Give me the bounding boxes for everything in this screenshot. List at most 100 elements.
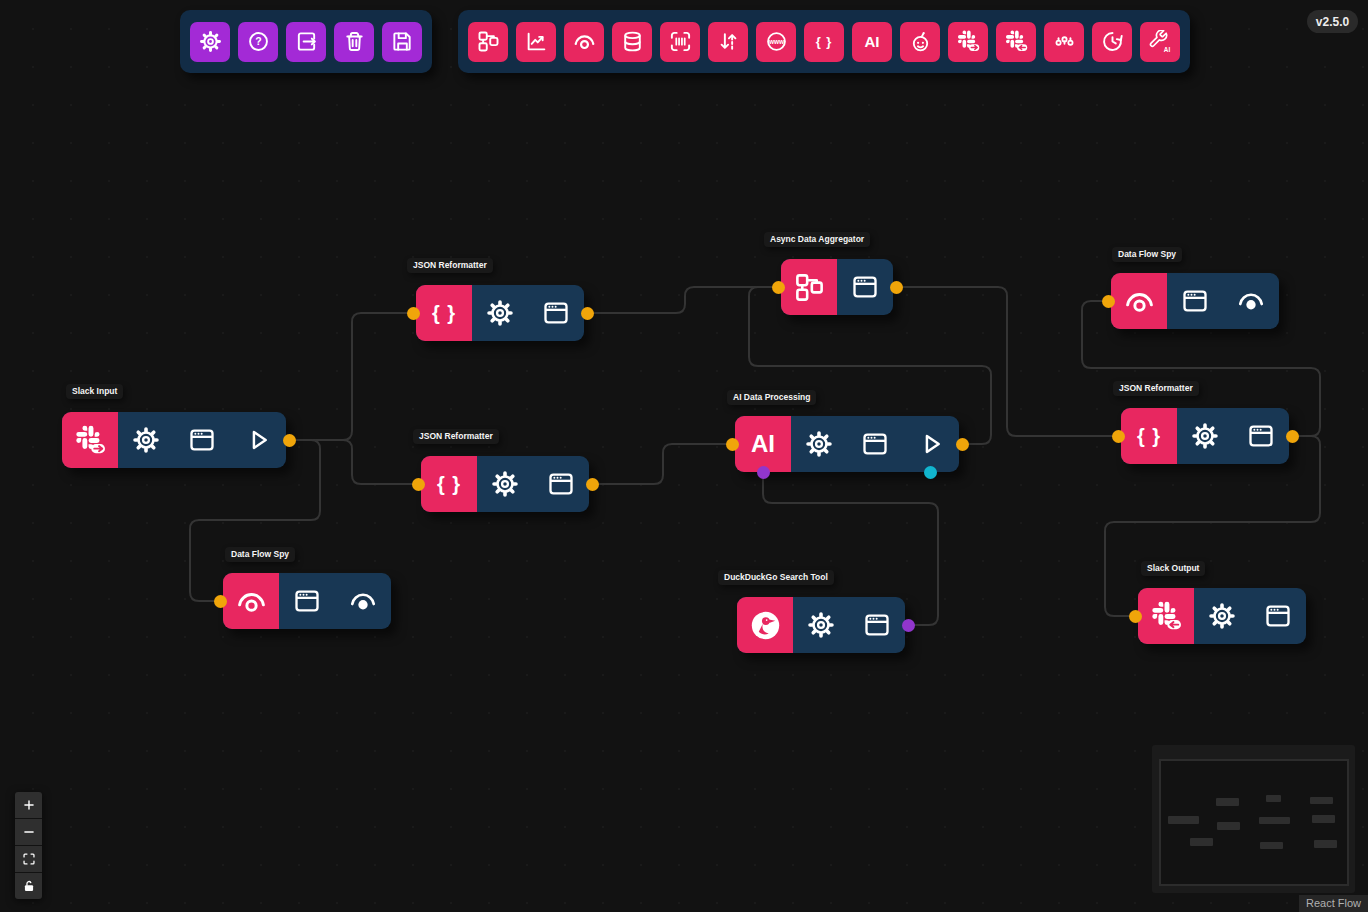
gear-icon [1208, 602, 1236, 630]
add-slack-output-button[interactable] [996, 22, 1036, 62]
node-type-cell [781, 259, 837, 315]
node-label: Async Data Aggregator [764, 232, 870, 247]
add-sort-button[interactable] [708, 22, 748, 62]
node-data-flow-spy-1[interactable] [223, 573, 391, 629]
handle-right[interactable] [956, 438, 969, 451]
node-window-button[interactable] [1250, 588, 1306, 644]
chart-icon [525, 30, 548, 53]
handle-bottom[interactable] [757, 466, 770, 479]
add-database-button[interactable] [612, 22, 652, 62]
window-icon [1247, 422, 1275, 450]
edge-e2 [289, 440, 418, 484]
node-window-button[interactable] [847, 416, 903, 472]
braces-glyph: { } [1137, 426, 1161, 446]
react-flow-attribution: React Flow [1299, 895, 1368, 912]
lock-icon [22, 879, 36, 893]
node-gear-button[interactable] [1194, 588, 1250, 644]
node-window-button[interactable] [533, 456, 589, 512]
handle-left[interactable] [1129, 610, 1142, 623]
node-ai-data-processing[interactable]: AI [735, 416, 959, 472]
node-window-button[interactable] [837, 259, 893, 315]
zoom-out-button[interactable] [15, 819, 42, 845]
add-history-button[interactable] [1092, 22, 1132, 62]
handle-right[interactable] [283, 434, 296, 447]
slack-in-icon [957, 30, 980, 53]
save-button[interactable] [382, 22, 422, 62]
node-gear-button[interactable] [477, 456, 533, 512]
node-gear-button[interactable] [472, 285, 528, 341]
node-eye-filled-button[interactable] [335, 573, 391, 629]
node-data-flow-spy-2[interactable] [1111, 273, 1279, 329]
node-duckduckgo-search-tool[interactable] [737, 597, 905, 653]
handle-left[interactable] [726, 438, 739, 451]
node-json-reformatter-1[interactable]: { } [416, 285, 584, 341]
add-ai-tools-button[interactable]: AI [1140, 22, 1180, 62]
minimap-node [1266, 795, 1281, 803]
node-window-button[interactable] [1233, 408, 1289, 464]
node-window-button[interactable] [849, 597, 905, 653]
node-gear-button[interactable] [791, 416, 847, 472]
handle-right[interactable] [1286, 430, 1299, 443]
handle-right[interactable] [581, 307, 594, 320]
node-window-button[interactable] [1167, 273, 1223, 329]
fit-view-button[interactable] [15, 846, 42, 872]
node-json-reformatter-2[interactable]: { } [421, 456, 589, 512]
lock-button[interactable] [15, 873, 42, 899]
braces-glyph: { } [816, 35, 833, 48]
add-ai-button[interactable]: AI [852, 22, 892, 62]
globe-icon: www [765, 30, 788, 53]
node-slack-output[interactable] [1138, 588, 1306, 644]
handle-right[interactable] [890, 281, 903, 294]
handle-left[interactable] [772, 281, 785, 294]
node-window-button[interactable] [174, 412, 230, 468]
node-eye-filled-button[interactable] [1223, 273, 1279, 329]
add-json-button[interactable]: { } [804, 22, 844, 62]
node-window-button[interactable] [528, 285, 584, 341]
braces-glyph: { } [432, 303, 456, 323]
eye-filled-icon [1237, 287, 1265, 315]
add-spy-button[interactable] [564, 22, 604, 62]
add-slack-input-button[interactable] [948, 22, 988, 62]
flow-canvas[interactable]: Slack Input{ }JSON Reformatter{ }JSON Re… [0, 0, 1368, 912]
node-play-button[interactable] [903, 416, 959, 472]
handle-right[interactable] [586, 478, 599, 491]
handle-left[interactable] [214, 595, 227, 608]
minimap-node [1314, 840, 1337, 848]
node-json-reformatter-3[interactable]: { } [1121, 408, 1289, 464]
handle-bottom[interactable] [924, 466, 937, 479]
handle-left[interactable] [1112, 430, 1125, 443]
node-label: Data Flow Spy [225, 547, 295, 562]
version-badge: v2.5.0 [1307, 10, 1358, 33]
handle-right[interactable] [902, 619, 915, 632]
slack-in-icon [75, 425, 106, 456]
handle-left[interactable] [412, 478, 425, 491]
add-bot-button[interactable] [900, 22, 940, 62]
zoom-in-button[interactable] [15, 792, 42, 818]
handle-left[interactable] [1102, 295, 1115, 308]
add-aggregator-button[interactable] [468, 22, 508, 62]
node-window-button[interactable] [279, 573, 335, 629]
handle-left[interactable] [407, 307, 420, 320]
gear-icon [132, 426, 160, 454]
node-slack-input[interactable] [62, 412, 286, 468]
db-icon [621, 30, 644, 53]
play-icon [244, 426, 272, 454]
node-async-data-aggregator[interactable] [781, 259, 893, 315]
minimap-node [1260, 842, 1283, 850]
add-signals-button[interactable] [1044, 22, 1084, 62]
node-gear-button[interactable] [793, 597, 849, 653]
node-play-button[interactable] [230, 412, 286, 468]
add-chart-button[interactable] [516, 22, 556, 62]
add-scanner-button[interactable] [660, 22, 700, 62]
node-gear-button[interactable] [1177, 408, 1233, 464]
help-button[interactable]: ? [238, 22, 278, 62]
window-icon [188, 426, 216, 454]
svg-text:?: ? [255, 35, 261, 47]
delete-button[interactable] [334, 22, 374, 62]
settings-button[interactable] [190, 22, 230, 62]
export-button[interactable] [286, 22, 326, 62]
add-web-button[interactable]: www [756, 22, 796, 62]
minimap-node [1168, 816, 1198, 824]
node-gear-button[interactable] [118, 412, 174, 468]
minimap[interactable] [1152, 745, 1355, 893]
